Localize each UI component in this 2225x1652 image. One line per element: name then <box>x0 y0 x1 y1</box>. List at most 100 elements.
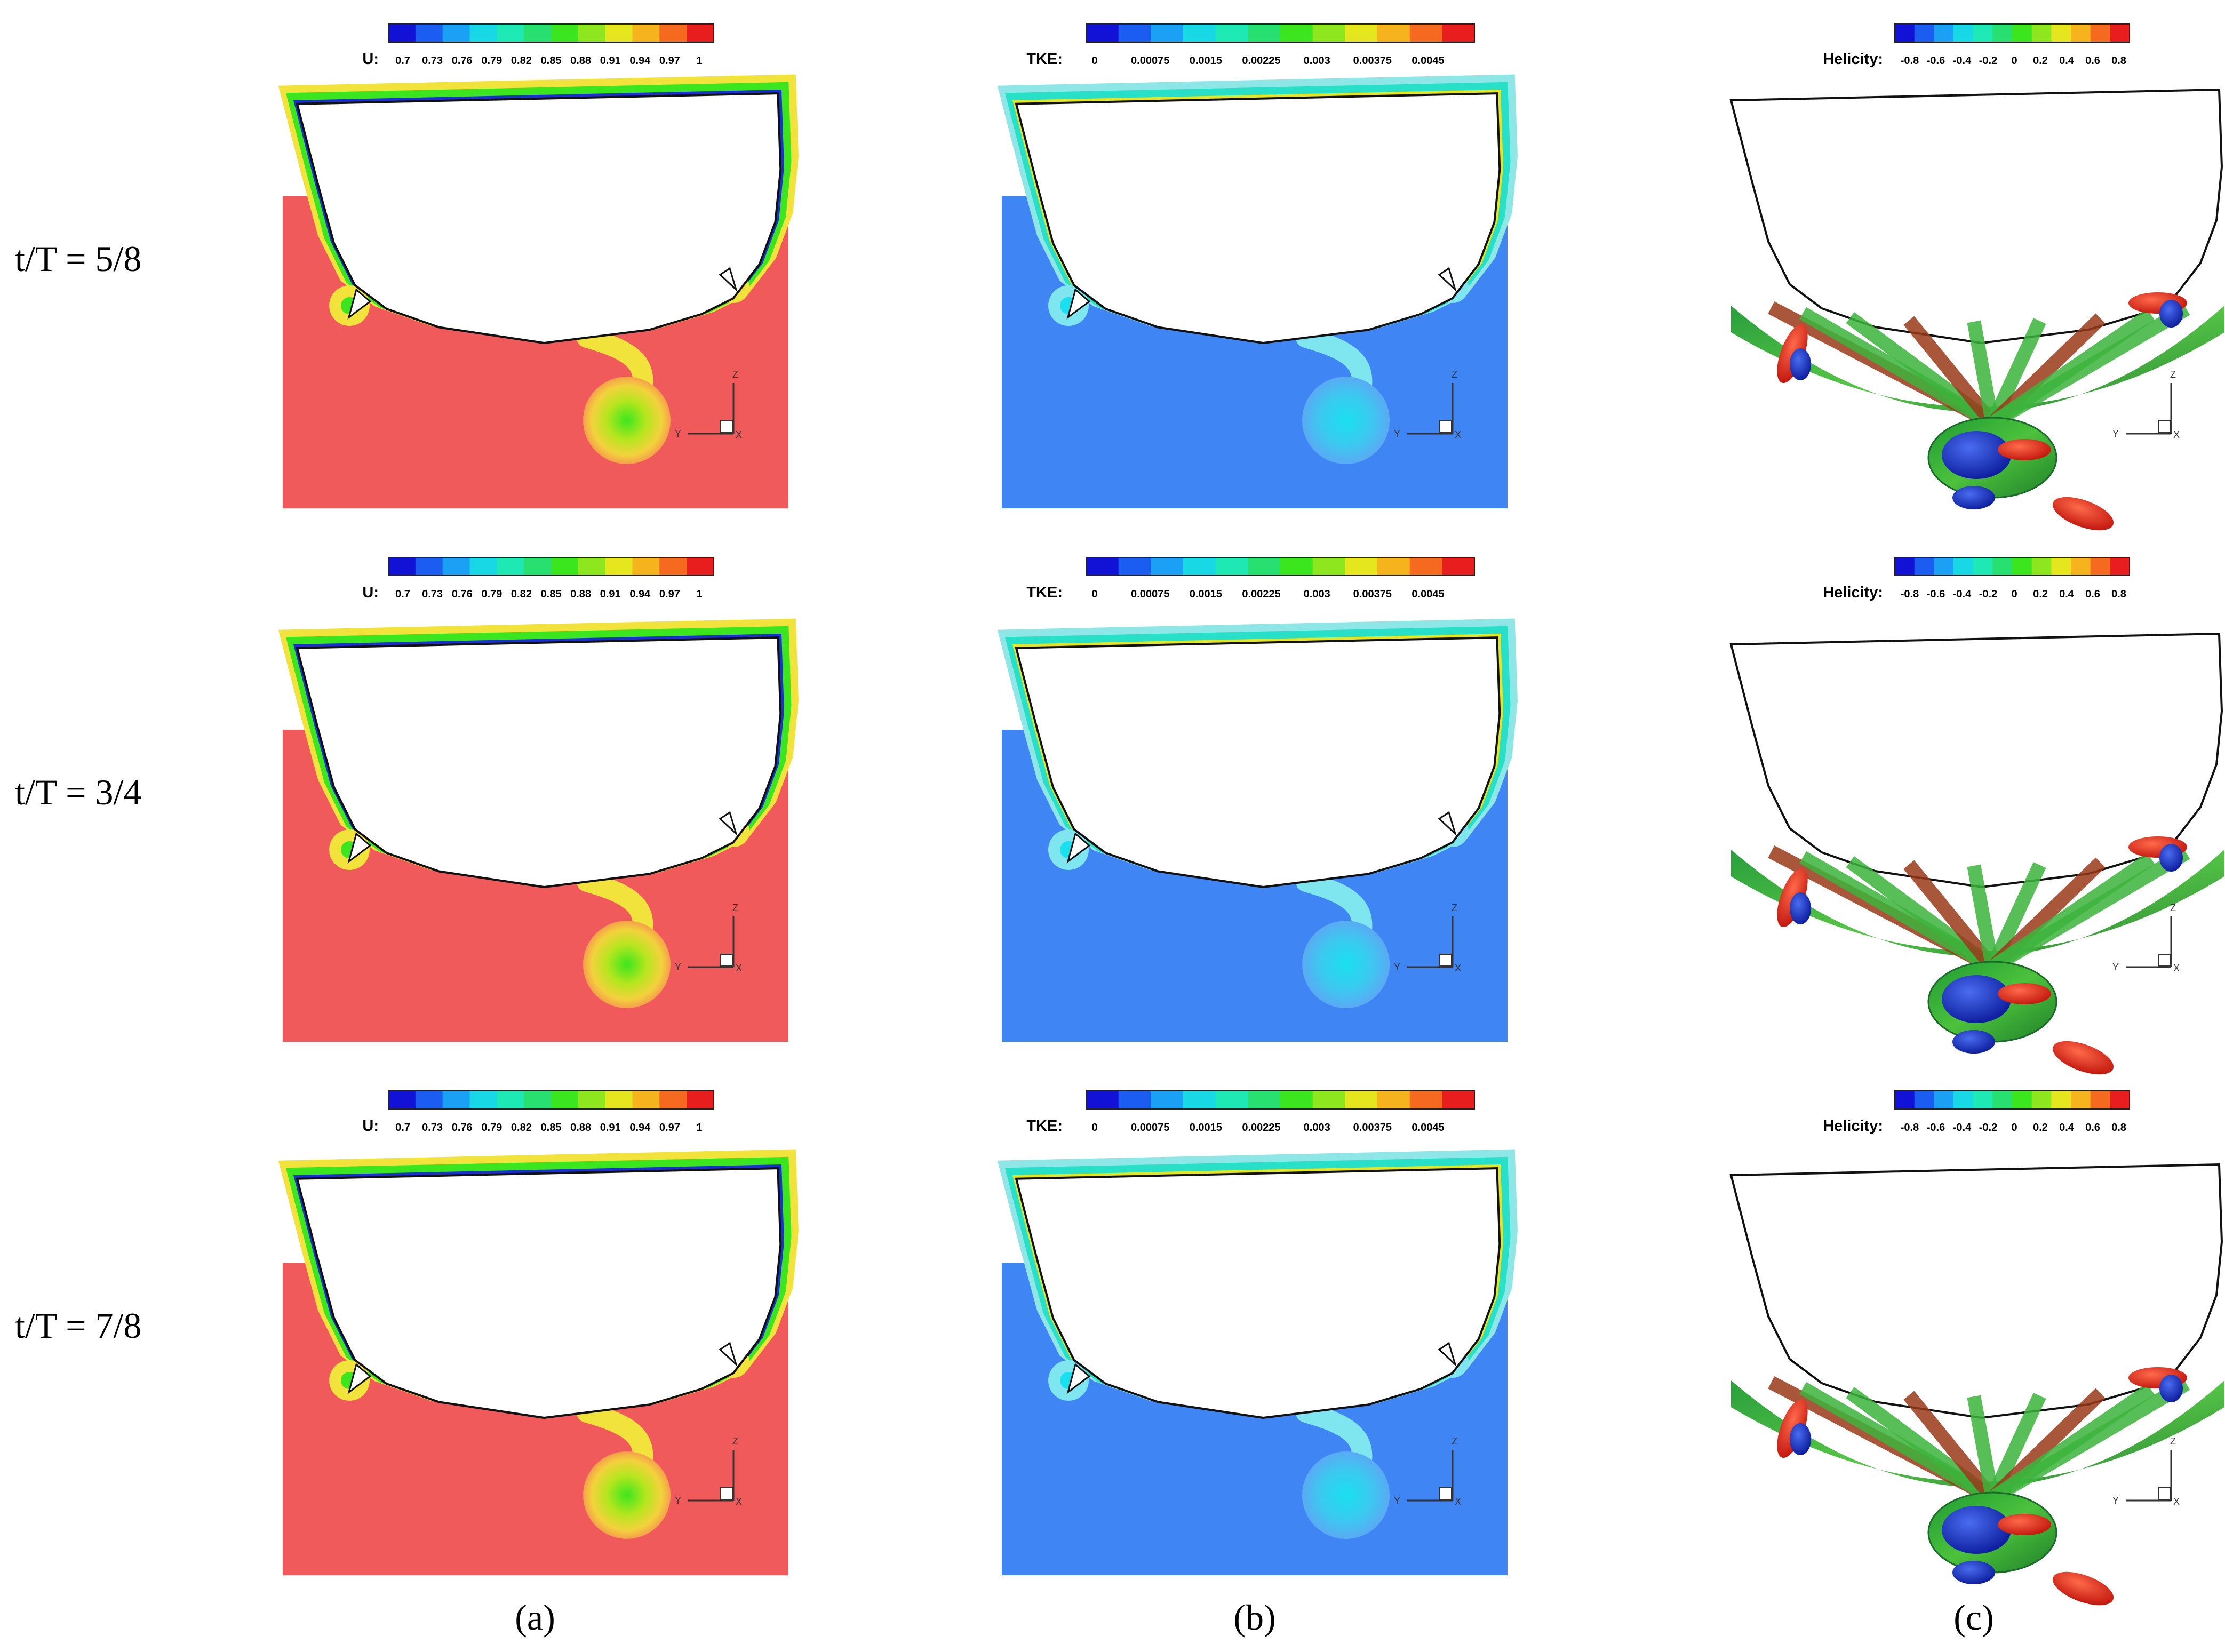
colorbar-tick-label: 0.94 <box>629 1122 651 1134</box>
colorbar-frame <box>1086 23 1475 43</box>
colorbar-swatch <box>632 557 660 576</box>
colorbar-swatch <box>2012 1091 2032 1109</box>
colorbar-title: U: <box>362 51 379 68</box>
colorbar-swatch <box>1248 1091 1281 1109</box>
colorbar-swatch <box>1086 24 1119 42</box>
colorbar-swatch <box>1118 24 1151 42</box>
axis-triad: Z Y X <box>675 903 742 973</box>
negative-helicity-vortex <box>1790 892 1811 924</box>
colorbar-tick-label: -0.8 <box>1901 1122 1919 1134</box>
colorbar-tick-label: 0.00225 <box>1242 55 1280 67</box>
row-label: t/T = 3/4 <box>15 772 141 812</box>
field-panel: Z Y X <box>1729 632 2224 1075</box>
colorbar-tick-label: -0.6 <box>1927 55 1945 67</box>
colorbar-swatch <box>1973 557 1993 576</box>
colorbar-tick-label: 0.88 <box>570 1122 591 1134</box>
colorbar-swatch <box>1992 557 2013 576</box>
colorbar-tick-label: 0.73 <box>422 1122 443 1134</box>
colorbar-tick-label: 0.8 <box>2111 588 2126 600</box>
y-axis-label: Y <box>2112 1495 2119 1506</box>
positive-helicity-vortex <box>1777 868 1808 928</box>
row-label: t/T = 5/8 <box>15 238 141 279</box>
colorbar-swatch <box>659 557 687 576</box>
colorbar-tick-label: 0.00075 <box>1131 1122 1169 1134</box>
x-axis-box <box>1439 954 1452 967</box>
colorbar-swatch <box>1953 557 1974 576</box>
colorbar-tick-label: 0.88 <box>570 588 591 600</box>
colorbar-title: Helicity: <box>1823 1118 1883 1135</box>
chine-left <box>347 832 372 864</box>
colorbar-tick-label: 0.003 <box>1304 1122 1330 1134</box>
colorbar-title: TKE: <box>1026 584 1063 601</box>
colorbar-tick-label: 0.00075 <box>1131 55 1169 67</box>
colorbar-tick-label: 0.85 <box>541 1122 562 1134</box>
axis-triad: Z Y X <box>2112 903 2180 973</box>
colorbar-tick-label: 0.00225 <box>1242 588 1280 600</box>
field-panel: Z Y X <box>278 1149 799 1575</box>
vortex-tail <box>1296 328 1373 396</box>
x-axis-box <box>1439 1487 1452 1500</box>
colorbar-swatch <box>1118 557 1151 576</box>
x-axis-box <box>2158 420 2171 433</box>
axis-triad: Z Y X <box>675 1436 742 1507</box>
positive-helicity-vortex <box>1998 439 2051 460</box>
axis-triad: Z Y X <box>1394 369 1461 440</box>
column-caption: (b) <box>1233 1597 1275 1638</box>
x-axis-box <box>720 1487 733 1500</box>
colorbar-frame <box>388 23 714 43</box>
helicity-streak <box>1846 856 1997 973</box>
colorbar-tick-label: -0.8 <box>1901 588 1919 600</box>
colorbar: TKE: 0 0.00075 0.0015 0.00225 0.003 0.00375 0.0… <box>1026 1090 1475 1135</box>
x-axis-label: X <box>1455 1496 1461 1507</box>
colorbar-swatch <box>1934 557 1954 576</box>
vortex-tail <box>1296 872 1373 940</box>
hull-section <box>296 1167 782 1419</box>
chine-right <box>1438 1342 1457 1367</box>
hull-section <box>296 92 782 345</box>
positive-helicity-vortex <box>2052 1571 2114 1606</box>
colorbar-tick-label: 0.94 <box>629 55 651 67</box>
field-panel: Z Y X <box>997 618 1518 1042</box>
colorbar-swatch <box>2012 557 2032 576</box>
colorbar-tick-label: 1 <box>696 1122 702 1134</box>
colorbar-swatch <box>1280 24 1313 42</box>
colorbar-swatch <box>2071 1091 2091 1109</box>
vortex-tail <box>577 872 653 940</box>
colorbar-swatch <box>659 24 687 42</box>
column-caption: (a) <box>515 1597 555 1638</box>
z-axis-label: Z <box>732 369 738 380</box>
hull-section <box>1015 92 1501 345</box>
z-axis-label: Z <box>2170 903 2176 913</box>
y-axis-label: Y <box>2112 962 2119 972</box>
colorbar-swatch <box>2090 24 2110 42</box>
colorbar-swatch <box>1953 24 1974 42</box>
colorbar-swatch <box>632 24 660 42</box>
colorbar-swatch <box>1248 557 1281 576</box>
colorbar-swatch <box>1992 1091 2013 1109</box>
colorbar-swatch <box>2071 24 2091 42</box>
colorbar-tick-label: 0.6 <box>2085 588 2100 600</box>
colorbar-tick-label: 0 <box>2011 588 2017 600</box>
colorbar-title: Helicity: <box>1823 51 1883 68</box>
colorbar-tick-label: 0.97 <box>659 588 680 600</box>
colorbar-swatch <box>1086 1091 1119 1109</box>
colorbar-swatch <box>388 557 416 576</box>
vortex-tail <box>1296 1402 1373 1471</box>
colorbar: U: 0.7 0.73 0.76 0.79 0.82 0.85 0.88 0.91 0.94 0.9… <box>362 557 714 601</box>
chine-left <box>1066 288 1091 320</box>
axis-triad: Z Y X <box>1394 903 1461 973</box>
colorbar-tick-label: 0.79 <box>481 55 502 67</box>
colorbar-swatch <box>2071 557 2091 576</box>
chine-right <box>1438 267 1457 292</box>
colorbar-tick-label: -0.2 <box>1979 1122 1997 1134</box>
x-axis-box <box>2158 954 2171 967</box>
axis-triad: Z Y X <box>675 369 742 440</box>
chine-right <box>719 267 738 292</box>
x-axis-label: X <box>736 429 742 440</box>
hull-section <box>1015 1167 1501 1419</box>
helicity-streak <box>1967 320 1999 425</box>
axis-triad: Z Y X <box>2112 1436 2180 1507</box>
x-axis-box <box>2158 1487 2171 1500</box>
vortex-tail <box>577 1402 653 1471</box>
x-axis-label: X <box>1455 963 1461 973</box>
